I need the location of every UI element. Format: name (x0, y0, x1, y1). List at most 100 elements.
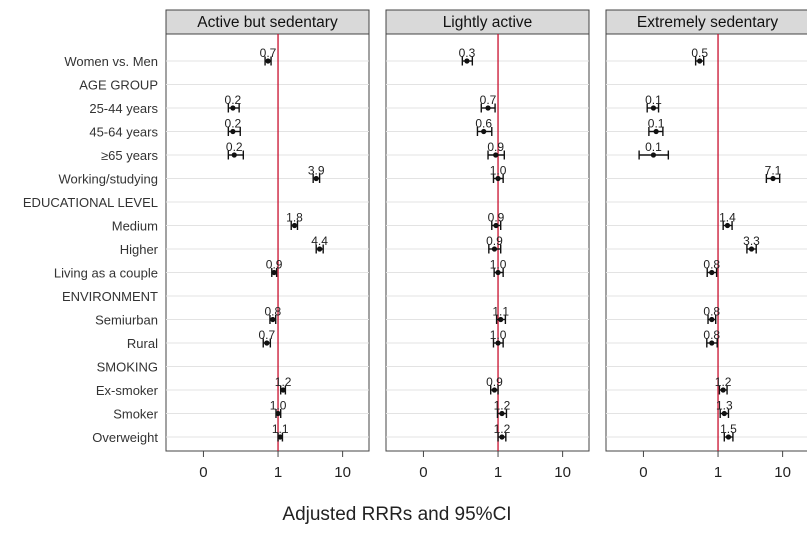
x-tick-label: 0 (639, 464, 647, 481)
point-estimate (725, 434, 732, 440)
estimate-label: 0.3 (459, 46, 476, 60)
point-estimate (495, 340, 501, 346)
row-label: Women vs. Men (64, 54, 158, 69)
estimate-label: 0.9 (486, 375, 503, 389)
estimate-label: 0.8 (703, 258, 720, 272)
point-estimate (498, 316, 504, 323)
row-group-header: EDUCATIONAL LEVEL (23, 195, 158, 210)
panel-frame (165, 33, 370, 452)
point-estimate (485, 105, 491, 111)
estimate-label: 0.1 (645, 140, 662, 154)
x-tick-label: 10 (774, 464, 791, 481)
row-label: Smoker (113, 407, 158, 422)
point-estimate (491, 246, 498, 252)
estimate-label: 3.3 (743, 234, 760, 248)
estimate-label: 1.2 (494, 399, 511, 413)
estimate-label: 1.3 (716, 399, 733, 413)
x-tick-label: 1 (494, 464, 502, 481)
estimate-label: 1.0 (270, 399, 287, 413)
point-estimate (230, 105, 236, 111)
point-estimate (270, 316, 276, 323)
point-estimate (231, 152, 237, 158)
panel-strip (165, 9, 370, 35)
row-group-header: ENVIRONMENT (62, 289, 158, 304)
point-estimate (495, 269, 501, 276)
estimate-label: 0.7 (258, 328, 275, 342)
row-label: Living as a couple (54, 266, 158, 281)
point-estimate (493, 152, 499, 158)
point-estimate (721, 410, 727, 417)
x-tick-label: 0 (199, 464, 207, 481)
point-estimate (491, 387, 498, 393)
point-estimate (230, 128, 236, 135)
row-label: Rural (127, 336, 158, 351)
panel-title: Extremely sedentary (637, 14, 779, 31)
panel: Extremely sedentary 0 1 10 0.5 0.1 0.1 0.1 7.1 1.… (605, 9, 807, 481)
point-estimate (464, 58, 470, 64)
estimate-label: 0.2 (225, 93, 242, 107)
estimate-label: 0.2 (226, 140, 243, 154)
row-group-header: AGE GROUP (79, 78, 158, 93)
estimate-label: 1.1 (272, 422, 289, 436)
panel-title: Lightly active (443, 14, 533, 31)
estimate-label: 0.6 (475, 117, 492, 131)
estimate-label: 0.7 (260, 46, 277, 60)
point-estimate (709, 340, 715, 346)
row-label: Medium (112, 219, 158, 234)
estimate-label: 0.9 (486, 234, 503, 248)
row-label: Ex-smoker (96, 383, 159, 398)
point-estimate (770, 175, 776, 182)
point-estimate (650, 105, 657, 111)
panel: Active but sedentary 0 1 10 0.7 0.2 0.2 0.2 3.9 1… (165, 9, 370, 481)
panel-title: Active but sedentary (197, 14, 338, 31)
estimate-label: 1.0 (490, 328, 507, 342)
row-label: Semiurban (95, 313, 158, 328)
estimate-label: 0.1 (648, 117, 665, 131)
estimate-label: 0.9 (266, 258, 283, 272)
x-axis-title: Adjusted RRRs and 95%CI (282, 504, 511, 525)
point-estimate (481, 128, 487, 135)
point-estimate (313, 175, 319, 182)
estimate-label: 1.8 (286, 211, 303, 225)
point-estimate (650, 152, 657, 158)
row-label: ≥65 years (101, 148, 158, 163)
panel-frame (605, 33, 807, 452)
point-estimate (653, 128, 659, 135)
point-estimate (709, 269, 715, 276)
point-estimate (493, 222, 499, 229)
point-estimate (291, 222, 298, 229)
panel: Lightly active 0 1 10 0.3 0.7 0.6 0.9 1.0 0.9 0.9 1… (385, 9, 590, 481)
row-labels: Women vs. Men AGE GROUP 25-44 years 45-64 y… (23, 54, 159, 445)
point-estimate (748, 246, 755, 252)
estimate-label: 1.5 (720, 422, 737, 436)
estimate-label: 0.8 (703, 328, 720, 342)
estimate-label: 0.5 (691, 46, 708, 60)
x-tick-label: 10 (334, 464, 351, 481)
point-estimate (720, 387, 726, 393)
estimate-label: 0.9 (488, 211, 505, 225)
point-estimate (709, 316, 715, 323)
point-estimate (724, 222, 731, 229)
row-label: Working/studying (59, 172, 158, 187)
point-estimate (697, 58, 703, 64)
estimate-label: 0.2 (225, 117, 242, 131)
estimate-label: 1.0 (490, 258, 507, 272)
x-tick-label: 10 (554, 464, 571, 481)
estimate-label: 0.1 (645, 93, 662, 107)
point-estimate (264, 340, 270, 346)
x-tick-label: 1 (714, 464, 722, 481)
point-estimate (495, 175, 501, 182)
estimate-label: 0.8 (264, 305, 281, 319)
point-estimate (271, 269, 277, 276)
point-estimate (499, 434, 505, 440)
estimate-label: 1.1 (492, 305, 509, 319)
estimate-label: 1.2 (494, 422, 511, 436)
x-tick-label: 0 (419, 464, 427, 481)
estimate-label: 3.9 (308, 164, 325, 178)
panel-strip (385, 9, 590, 35)
point-estimate (499, 410, 505, 417)
point-estimate (265, 58, 271, 64)
estimate-label: 1.4 (719, 211, 736, 225)
